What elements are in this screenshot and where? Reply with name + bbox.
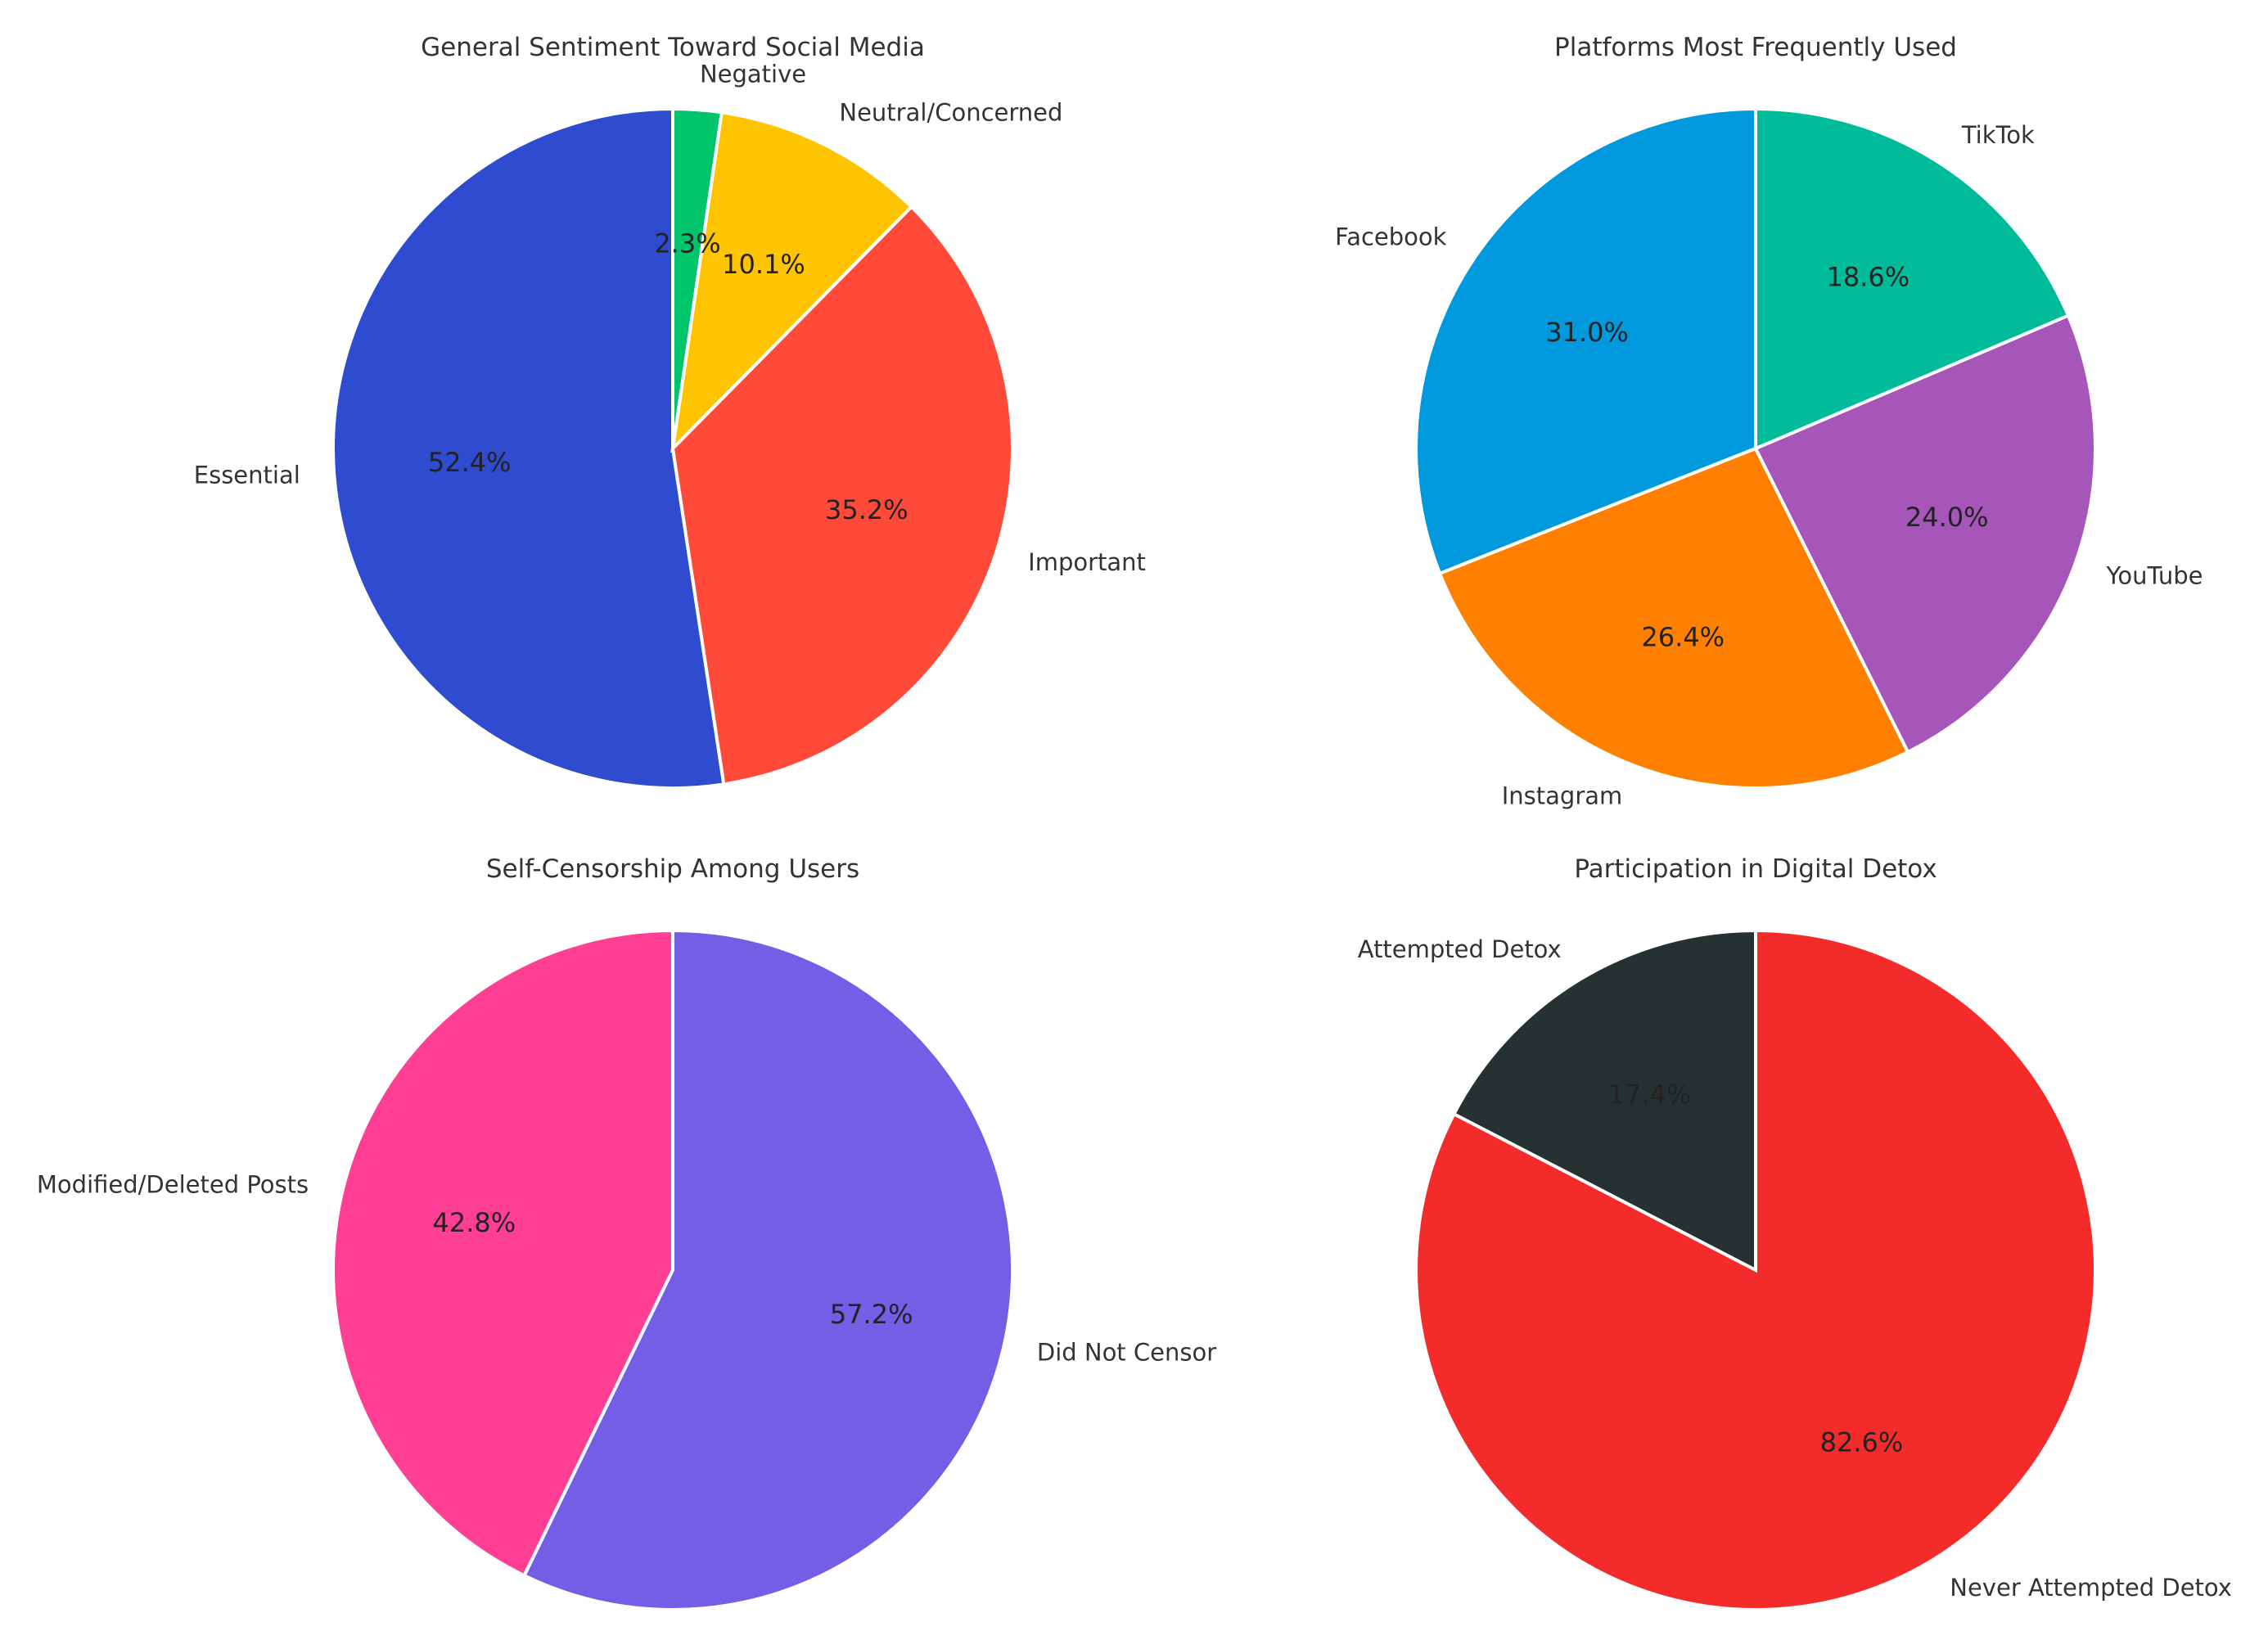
chart-title: Self-Censorship Among Users (486, 854, 859, 884)
slice-label-neutral-concerned: Neutral/Concerned (839, 98, 1062, 126)
slice-label-attempted-detox: Attempted Detox (1358, 935, 1562, 963)
slice-label-negative: Negative (700, 61, 806, 88)
pct-label-important: 35.2% (825, 494, 909, 525)
pct-label-did-not-censor: 57.2% (830, 1299, 913, 1330)
pie-slice-instagram (1437, 446, 1910, 790)
pct-label-instagram: 26.4% (1641, 622, 1725, 653)
slice-label-facebook: Facebook (1335, 223, 1446, 250)
slice-label-modified-deleted-posts: Modified/Deleted Posts (37, 1171, 309, 1199)
chart-title: Platforms Most Frequently Used (1554, 33, 1957, 62)
pct-label-attempted-detox: 17.4% (1608, 1079, 1692, 1110)
pie-slice-essential (331, 106, 726, 790)
slice-label-never-attempted-detox: Never Attempted Detox (1950, 1574, 2232, 1602)
pie-chart-general-sentiment: General Sentiment Toward Social Media Ess… (194, 33, 1146, 790)
pct-label-essential: 52.4% (428, 447, 512, 478)
pie-slice-tiktok (1754, 106, 2071, 452)
pie-slice-modified-deleted-posts (331, 928, 674, 1578)
slice-label-essential: Essential (194, 461, 300, 489)
slice-label-tiktok: TikTok (1961, 121, 2035, 149)
chart-title: Participation in Digital Detox (1574, 854, 1937, 884)
slice-label-youtube: YouTube (2106, 561, 2203, 589)
pct-label-neutral-concerned: 10.1% (722, 249, 805, 280)
pie-chart-platforms-used: Platforms Most Frequently Used Facebook 31… (1335, 33, 2203, 810)
pie-slice-neutral-concerned (670, 110, 914, 453)
pie-slice-important (670, 204, 1014, 786)
chart-title: General Sentiment Toward Social Media (421, 33, 925, 62)
pct-label-facebook: 31.0% (1545, 317, 1629, 348)
pie-slice-facebook (1414, 106, 1757, 576)
pct-label-never-attempted-detox: 82.6% (1820, 1427, 1904, 1458)
pie-slice-youtube (1753, 313, 2097, 755)
pct-label-modified-deleted-posts: 42.8% (433, 1207, 516, 1238)
pct-label-negative: 2.3% (654, 228, 720, 259)
pct-label-tiktok: 18.6% (1827, 261, 1910, 292)
pie-slice-attempted-detox (1451, 928, 1757, 1273)
slice-label-instagram: Instagram (1502, 782, 1623, 810)
pie-slice-negative (671, 106, 724, 449)
pct-label-youtube: 24.0% (1905, 502, 1989, 533)
pie-slice-did-not-censor (521, 928, 1014, 1611)
slice-label-important: Important (1028, 548, 1146, 576)
pie-chart-digital-detox: Participation in Digital Detox Attempted … (1358, 854, 2232, 1611)
slice-label-did-not-censor: Did Not Censor (1037, 1338, 1216, 1366)
pie-slice-never-attempted-detox (1414, 928, 2097, 1611)
pie-chart-self-censorship: Self-Censorship Among Users Modified/Dele… (37, 854, 1216, 1611)
